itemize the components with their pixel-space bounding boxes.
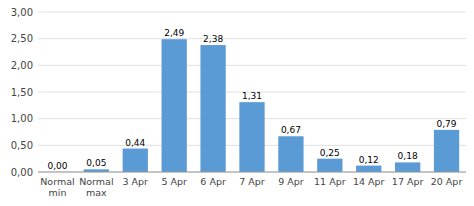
- x-tick-label-line: max: [86, 187, 107, 198]
- chart-container: 0,00 0,50 1,00 1,50 2,00 2,50 3,00 0,00 0,05 0,44…: [0, 0, 474, 206]
- x-tick-label: 6 Apr: [200, 176, 226, 187]
- data-label: 1,31: [242, 91, 262, 101]
- x-tick-label: 11 Apr: [314, 176, 346, 187]
- y-tick-label: 3,00: [11, 7, 33, 18]
- bar: [200, 45, 225, 172]
- bar: [356, 166, 381, 172]
- grid-line: [38, 12, 466, 13]
- data-label: 0,05: [86, 158, 106, 168]
- x-tick-label-line: Normal: [40, 176, 74, 187]
- bar: [239, 102, 264, 172]
- x-tick-label: 3 Apr: [123, 176, 149, 187]
- chart-svg: 0,00 0,50 1,00 1,50 2,00 2,50 3,00 0,00 0,05 0,44…: [0, 0, 474, 206]
- y-tick-label: 1,00: [11, 113, 33, 124]
- data-label: 0,00: [47, 161, 67, 171]
- x-tick-label-line: min: [48, 187, 66, 198]
- data-label: 2,49: [164, 28, 184, 38]
- y-tick-label: 2,50: [11, 33, 33, 44]
- y-tick-label: 1,50: [11, 87, 33, 98]
- bar: [434, 130, 459, 172]
- x-tick-label-line: 6 Apr: [200, 176, 226, 187]
- data-label: 0,18: [398, 151, 418, 161]
- grid: [38, 12, 466, 172]
- x-tick-label: 7 Apr: [239, 176, 265, 187]
- x-tick-label-line: 7 Apr: [239, 176, 265, 187]
- x-axis-line: [38, 172, 466, 173]
- x-tick-label: 9 Apr: [278, 176, 304, 187]
- x-tick-label: 5 Apr: [161, 176, 187, 187]
- x-tick-label-line: 11 Apr: [314, 176, 346, 187]
- grid-line: [38, 38, 466, 39]
- x-tick-label-line: Normal: [79, 176, 113, 187]
- data-label: 0,25: [320, 148, 340, 158]
- x-tick-label: Normalmin: [40, 176, 74, 198]
- bar: [123, 149, 148, 172]
- x-tick-label: 14 Apr: [353, 176, 385, 187]
- data-label: 0,67: [281, 125, 301, 135]
- x-tick-label-line: 5 Apr: [161, 176, 187, 187]
- data-label: 0,79: [437, 119, 457, 129]
- x-tick-label: 17 Apr: [392, 176, 424, 187]
- y-tick-label: 0,50: [11, 140, 33, 151]
- x-tick-label-line: 17 Apr: [392, 176, 424, 187]
- grid-line: [38, 172, 466, 173]
- y-tick-label: 0,00: [11, 167, 33, 178]
- grid-line: [38, 65, 466, 66]
- bars: [84, 39, 459, 172]
- x-tick-label-line: 20 Apr: [431, 176, 463, 187]
- bar: [317, 159, 342, 172]
- x-tick-label-line: 14 Apr: [353, 176, 385, 187]
- data-label: 2,38: [203, 34, 223, 44]
- bar: [278, 136, 303, 172]
- y-tick-label: 2,00: [11, 60, 33, 71]
- bar: [395, 162, 420, 172]
- data-label: 0,12: [359, 155, 379, 165]
- bar: [162, 39, 187, 172]
- x-tick-label: 20 Apr: [431, 176, 463, 187]
- data-label: 0,44: [125, 138, 145, 148]
- x-tick-label-line: 9 Apr: [278, 176, 304, 187]
- x-tick-label-line: 3 Apr: [123, 176, 149, 187]
- x-tick-label: Normalmax: [79, 176, 113, 198]
